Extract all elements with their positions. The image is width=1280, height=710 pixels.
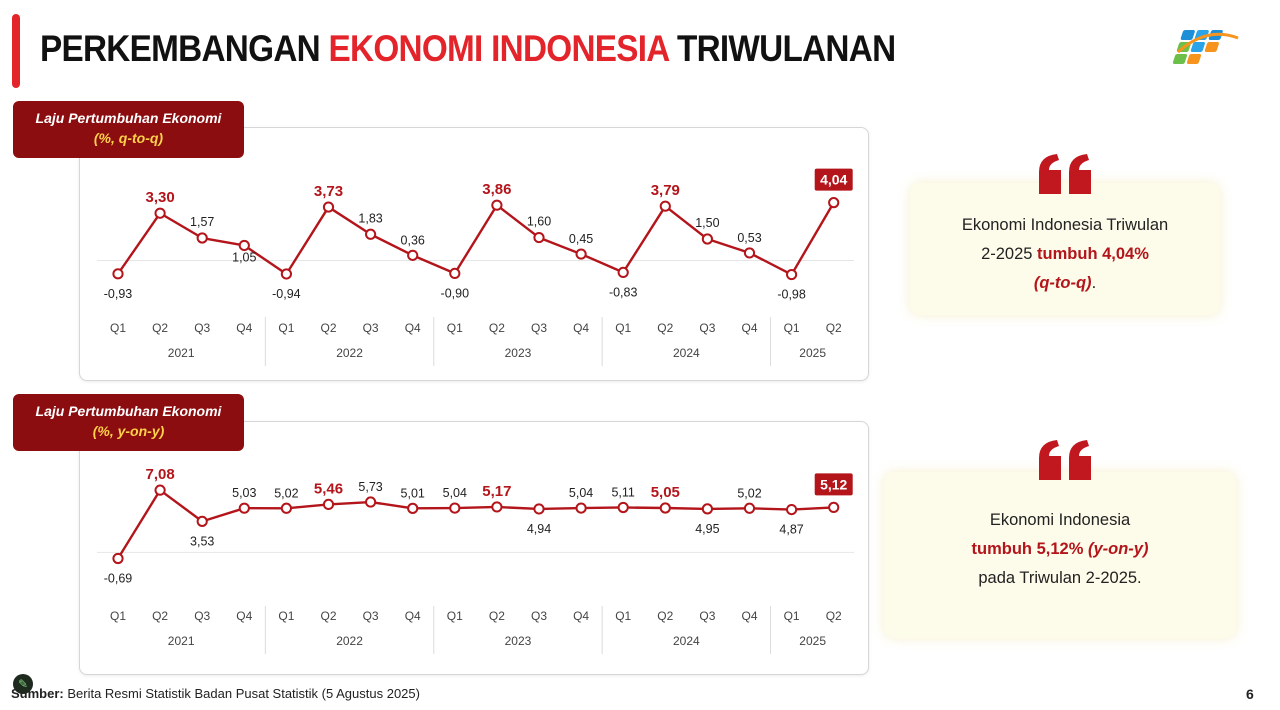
yoy-quote-text: Ekonomi Indonesia tumbuh 5,12% (y-on-y) … [884,506,1236,593]
qtq-quote-period: . [1091,274,1097,292]
qtq-quote-highlight: tumbuh 4,04% [1037,245,1149,263]
yoy-quote-card: Ekonomi Indonesia tumbuh 5,12% (y-on-y) … [884,472,1236,638]
yoy-chart-card [79,421,869,675]
qtq-badge-title: Laju Pertumbuhan Ekonomi [35,110,222,126]
page-title: PERKEMBANGAN EKONOMI INDONESIA TRIWULANA… [40,28,896,70]
yoy-badge-title: Laju Pertumbuhan Ekonomi [35,403,222,419]
quote-mark-icon [1039,154,1091,194]
yoy-quote-line-3: pada Triwulan 2-2025. [978,569,1142,587]
title-part-1: PERKEMBANGAN [40,28,329,69]
qtq-quote-unit: (q-to-q) [1033,274,1092,292]
qtq-quote-line-2a: 2-2025 [981,245,1038,263]
qtq-chart-badge: Laju Pertumbuhan Ekonomi (%, q-to-q) [13,101,244,158]
quote-mark-icon [1039,440,1091,480]
source-text: Berita Resmi Statistik Badan Pusat Stati… [63,686,420,701]
title-part-2: EKONOMI INDONESIA [328,28,670,69]
yoy-quote-line-1: Ekonomi Indonesia [989,511,1131,529]
qtq-quote-line-1: Ekonomi Indonesia Triwulan [961,216,1169,234]
yoy-quote-highlight: tumbuh 5,12% [971,540,1088,558]
yoy-quote-unit: (y-on-y) [1087,540,1149,558]
qtq-quote-card: Ekonomi Indonesia Triwulan 2-2025 tumbuh… [910,183,1220,315]
yoy-chart-badge: Laju Pertumbuhan Ekonomi (%, y-on-y) [13,394,244,451]
qtq-quote-text: Ekonomi Indonesia Triwulan 2-2025 tumbuh… [910,211,1220,298]
qtq-chart-card [79,127,869,381]
edit-pencil-icon[interactable]: ✎ [13,674,33,694]
bps-logo [1172,30,1239,64]
page-number: 6 [1246,686,1254,702]
qtq-badge-unit: (%, q-to-q) [93,130,164,146]
title-accent-bar [12,14,20,88]
source-note: Sumber: Berita Resmi Statistik Badan Pus… [11,686,420,701]
title-part-3: TRIWULANAN [668,28,896,69]
source-label: Sumber: [11,686,64,701]
yoy-badge-unit: (%, y-on-y) [92,423,165,439]
